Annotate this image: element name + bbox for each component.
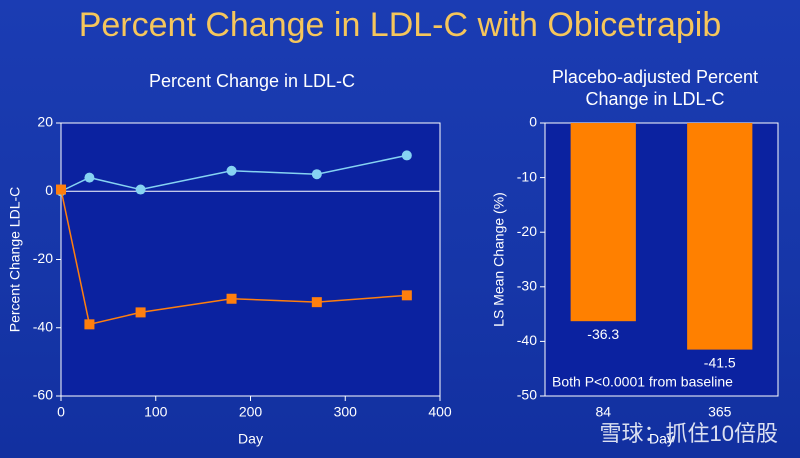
- y-axis-label: LS Mean Change (%): [491, 192, 507, 327]
- x-tick-label: 300: [334, 404, 358, 420]
- plot-area: [60, 122, 441, 397]
- y-tick-label: 0: [529, 114, 537, 130]
- y-tick-label: -50: [517, 387, 537, 403]
- marker: [311, 169, 322, 180]
- y-tick-label: -30: [517, 278, 537, 294]
- annotation: Both P<0.0001 from baseline: [552, 374, 733, 390]
- x-tick-label: 200: [239, 404, 263, 420]
- bar: [687, 123, 753, 350]
- bar: [570, 123, 636, 322]
- marker: [226, 165, 237, 176]
- marker: [84, 319, 95, 330]
- y-tick-label: -40: [517, 332, 537, 348]
- value-label: -41.5: [704, 354, 736, 370]
- marker: [401, 150, 412, 161]
- marker: [401, 290, 412, 301]
- marker: [84, 172, 95, 183]
- y-tick-label: -20: [517, 223, 537, 239]
- y-tick-label: -10: [517, 168, 537, 184]
- x-tick-label: 84: [595, 404, 611, 420]
- x-tick-label: 400: [428, 404, 452, 420]
- x-axis-label: Day: [649, 431, 674, 447]
- marker: [135, 184, 146, 195]
- y-tick-label: 20: [37, 114, 53, 130]
- marker: [56, 184, 66, 195]
- marker: [135, 307, 146, 318]
- marker: [226, 293, 237, 304]
- y-tick-label: -60: [33, 387, 53, 403]
- chart-title: Percent Change in LDL-C: [148, 71, 356, 91]
- marker: [311, 297, 322, 308]
- value-label: -36.3: [587, 326, 619, 342]
- y-tick-label: -40: [33, 318, 53, 334]
- y-tick-label: -20: [33, 250, 53, 266]
- chart-title: Placebo-adjusted Percent Change in LDL-C: [551, 67, 759, 109]
- line: [60, 154, 407, 192]
- x-axis-label: Day: [238, 431, 263, 447]
- y-tick-label: 0: [45, 182, 53, 198]
- x-tick-label: 365: [708, 404, 732, 420]
- watermark: 雪球：抓住10倍股: [599, 421, 778, 446]
- x-tick-label: 0: [57, 404, 65, 420]
- x-tick-label: 100: [144, 404, 168, 420]
- y-axis-label: Percent Change LDL-C: [7, 187, 23, 333]
- line: [60, 189, 407, 326]
- slide-title: Percent Change in LDL-C with Obicetrapib: [78, 6, 722, 44]
